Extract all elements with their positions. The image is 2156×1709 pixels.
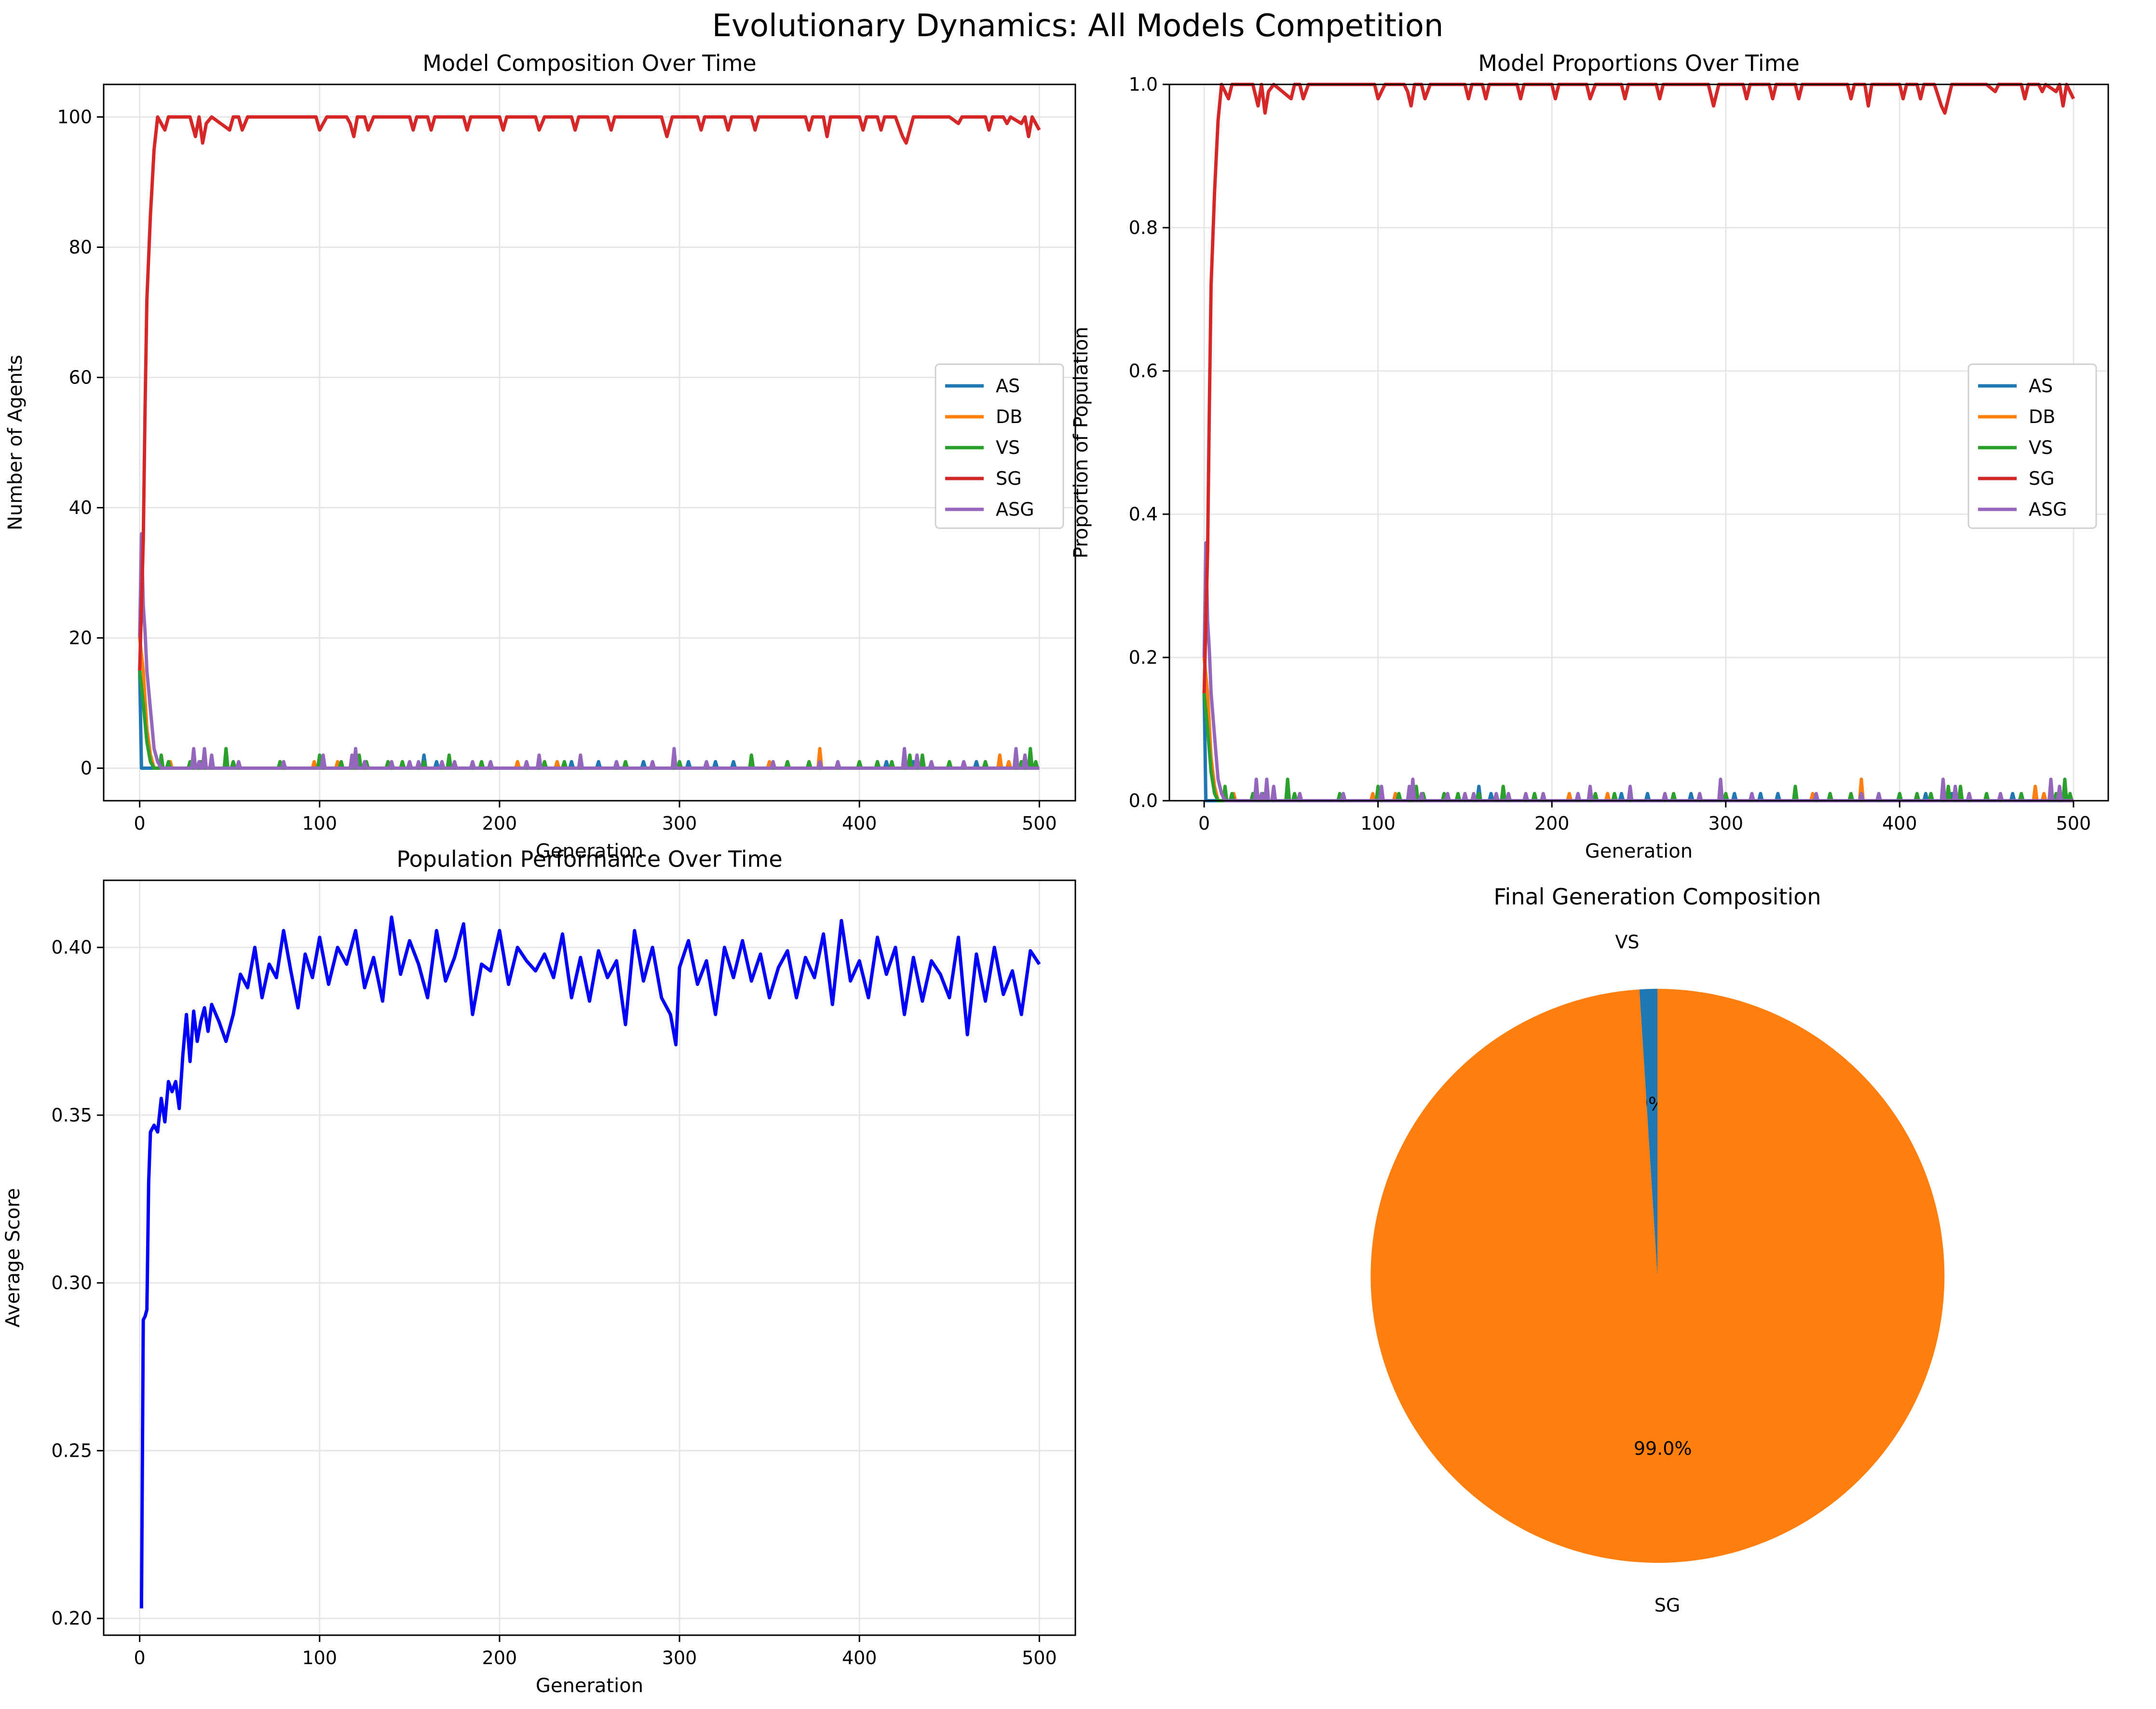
series-line-asg [1202,541,2074,803]
pie-label-sg: SG [1654,1595,1681,1616]
y-tick-label: 0.2 [1129,647,1158,668]
y-tick-label: 0.6 [1129,360,1158,382]
y-tick-label: 0.35 [51,1105,92,1126]
legend-label-as: AS [996,375,1020,396]
y-tick-label: 0.4 [1129,504,1158,525]
panel-2: 0 100 200 300 400 500 0.0 0.2 0.4 0.6 0.8 1.0 Model … [1070,50,2109,862]
x-tick-label: 100 [302,1647,338,1668]
x-tick-label: 0 [134,813,146,834]
x-tick-label: 500 [1022,813,1057,834]
panel-title: Model Composition Over Time [422,50,756,76]
x-tick-label: 100 [1360,813,1396,834]
axes-frame [103,879,1076,1636]
x-tick-label: 200 [1534,813,1570,834]
y-tick-label: 60 [69,367,92,388]
series-line-average-score [139,916,1041,1609]
legend-label-sg: SG [996,468,1022,489]
panel-title: Model Proportions Over Time [1478,50,1800,76]
panel-3: 0 100 200 300 400 500 0.20 0.25 0.30 0.35 0.40 Popu… [2,846,1076,1697]
x-tick-label: 300 [662,813,697,834]
x-tick-label: 200 [482,813,517,834]
x-axis-label: Generation [1585,840,1693,862]
y-tick-label: 20 [69,628,92,649]
y-tick-label: 1.0 [1129,74,1158,95]
y-tick-label: 0.20 [51,1608,92,1629]
y-tick-label: 100 [57,107,92,128]
pie-pct-sg: 99.0% [1634,1438,1692,1459]
x-tick-label: 400 [1882,813,1917,834]
y-tick-label: 0 [81,758,92,779]
legend-label-asg: ASG [2029,499,2067,520]
series-line-sg [1202,82,2075,694]
legend-box [935,363,1064,529]
legend-label-vs: VS [996,437,1020,458]
pie-slice-sg [1370,989,1945,1563]
y-tick-label: 0.30 [51,1272,92,1294]
pie-label-vs: VS [1615,931,1639,953]
y-tick-label: 0.25 [51,1440,92,1461]
panels: 0 100 200 300 400 500 0 20 40 60 80 100 Model Compos… [2,50,2109,1697]
y-axis-label: Average Score [2,1188,24,1327]
y-tick-label: 0.8 [1129,217,1158,238]
panel-title: Final Generation Composition [1493,884,1821,910]
panel-4: Final Generation CompositionVS1.0%SG99.0… [1370,884,1945,1616]
legend-label-asg: ASG [996,499,1034,520]
x-tick-label: 400 [842,813,877,834]
series-line-asg [138,532,1040,770]
y-tick-label: 0.40 [51,937,92,958]
figure-title: Evolutionary Dynamics: All Models Compet… [712,8,1444,44]
x-tick-label: 500 [1022,1647,1057,1668]
y-axis-label: Number of Agents [4,355,27,531]
x-tick-label: 300 [1709,813,1744,834]
x-tick-label: 0 [1198,813,1210,834]
x-tick-label: 0 [134,1647,146,1668]
legend-label-vs: VS [2029,437,2053,458]
x-axis-label: Generation [536,1675,643,1697]
x-tick-label: 400 [842,1647,877,1668]
x-tick-label: 100 [302,813,338,834]
y-tick-label: 0.0 [1129,790,1158,811]
x-tick-label: 500 [2056,813,2091,834]
y-tick-label: 80 [69,237,92,258]
y-axis-label: Proportion of Population [1070,327,1092,559]
panel-1: 0 100 200 300 400 500 0 20 40 60 80 100 Model Compos… [4,50,1076,862]
legend-label-sg: SG [2029,468,2055,489]
pie-slice-vs [1639,989,1657,1276]
legend-label-as: AS [2029,375,2053,396]
legend-label-db: DB [996,406,1022,427]
x-axis-label: Generation [536,840,643,862]
axes-frame [1168,83,2109,802]
legend-box [1967,363,2097,529]
axes-frame [103,83,1076,802]
y-tick-label: 40 [69,497,92,519]
x-tick-label: 200 [482,1647,517,1668]
panel-title: Population Performance Over Time [396,846,782,872]
series-line-sg [138,115,1041,671]
legend-label-db: DB [2029,406,2055,427]
x-tick-label: 300 [662,1647,697,1668]
